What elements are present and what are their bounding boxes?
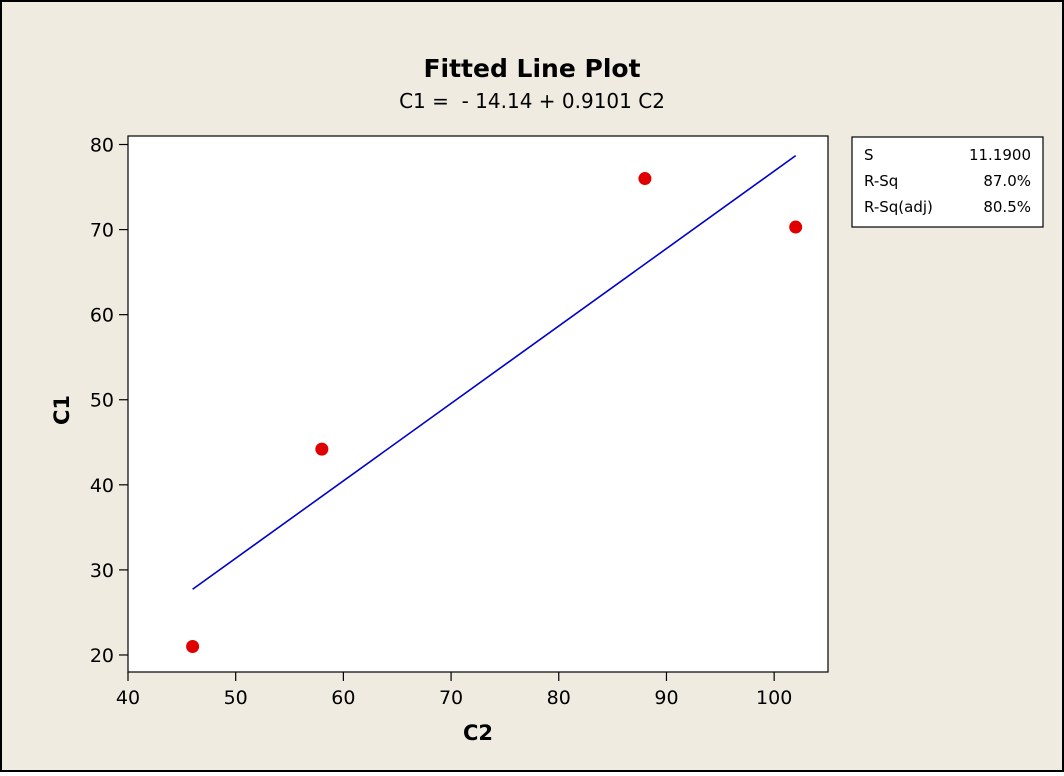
x-axis-label: C2 [463,721,493,745]
stat-label-rsq: R-Sq [864,172,898,190]
y-tick-label: 80 [90,135,114,157]
data-points [186,172,803,653]
stat-value-rsq: 87.0% [983,172,1031,190]
stat-label-rsq-adj: R-Sq(adj) [864,198,933,216]
x-tick-label: 70 [439,687,463,709]
stats-box: S 11.1900 R-Sq 87.0% R-Sq(adj) 80.5% [851,136,1044,228]
stats-box-frame [851,136,1044,228]
y-tick-label: 40 [90,475,114,497]
data-point [638,172,652,186]
stat-value-s: 11.1900 [969,146,1031,164]
x-axis-ticks: 40 50 60 70 80 90 100 [116,672,792,709]
x-tick-label: 90 [654,687,678,709]
stat-label-s: S [864,146,874,164]
plot-area [127,135,829,673]
y-tick-label: 60 [90,305,114,327]
x-tick-label: 80 [547,687,571,709]
y-tick-label: 30 [90,560,114,582]
y-tick-label: 50 [90,390,114,412]
x-tick-label: 100 [756,687,792,709]
chart-subtitle: C1 = - 14.14 + 0.9101 C2 [399,89,665,113]
stat-value-rsq-adj: 80.5% [983,198,1031,216]
y-tick-label: 20 [90,645,114,667]
y-tick-label: 70 [90,220,114,242]
regression-line [192,155,797,590]
x-tick-label: 50 [224,687,248,709]
data-point [315,442,329,456]
fit-line-group [192,155,797,590]
y-axis-ticks: 20 30 40 50 60 70 80 [90,135,128,667]
x-tick-label: 40 [116,687,140,709]
x-tick-label: 60 [331,687,355,709]
chart-title: Fitted Line Plot [423,54,640,83]
y-axis-label: C1 [50,395,74,425]
data-point [186,639,200,653]
data-point [789,220,803,234]
